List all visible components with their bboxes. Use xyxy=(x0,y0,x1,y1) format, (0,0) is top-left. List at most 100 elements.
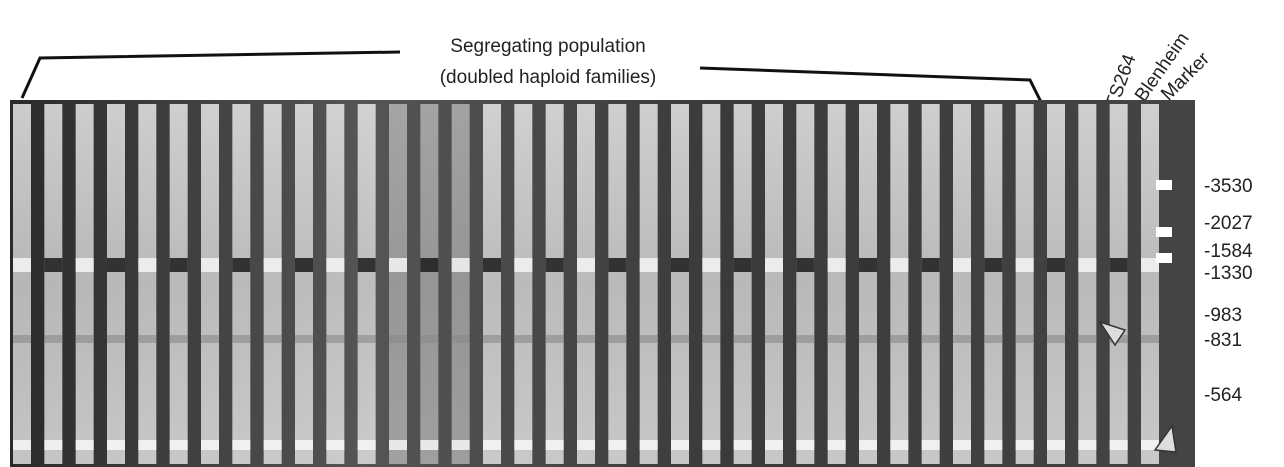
lane xyxy=(577,104,595,464)
band xyxy=(702,335,721,343)
marker-size-label: -1584 xyxy=(1204,241,1253,262)
band xyxy=(1078,335,1097,343)
lane xyxy=(13,104,31,464)
band xyxy=(608,258,627,272)
band xyxy=(796,440,815,450)
band xyxy=(1015,258,1034,272)
lane xyxy=(1015,104,1034,464)
arrow xyxy=(1153,424,1177,453)
marker-band xyxy=(1156,180,1172,190)
band xyxy=(827,335,846,343)
lane xyxy=(232,104,251,464)
band xyxy=(890,440,909,450)
band xyxy=(1141,335,1159,343)
header-line: Segregating population xyxy=(450,36,645,57)
band xyxy=(921,258,940,272)
band xyxy=(75,440,94,450)
band xyxy=(263,335,282,343)
header-line: (doubled haploid families) xyxy=(440,67,657,88)
lane xyxy=(326,104,345,464)
lane xyxy=(765,104,783,464)
band xyxy=(169,258,188,272)
lane xyxy=(295,104,313,464)
band xyxy=(107,258,125,272)
lane xyxy=(890,104,909,464)
band xyxy=(483,335,501,343)
band xyxy=(921,335,940,343)
lane xyxy=(357,104,376,464)
band xyxy=(639,335,658,343)
band xyxy=(295,258,313,272)
band xyxy=(44,440,63,450)
lane xyxy=(671,104,689,464)
lane xyxy=(201,104,219,464)
band xyxy=(608,335,627,343)
band xyxy=(389,440,407,450)
band xyxy=(1109,440,1128,450)
lane xyxy=(138,104,157,464)
band xyxy=(13,440,31,450)
band xyxy=(577,335,595,343)
band xyxy=(1078,258,1097,272)
band xyxy=(451,335,470,343)
band xyxy=(107,440,125,450)
lane xyxy=(1078,104,1097,464)
band xyxy=(1015,335,1034,343)
band xyxy=(420,258,439,272)
band xyxy=(671,440,689,450)
lane xyxy=(1141,104,1159,464)
band xyxy=(483,258,501,272)
band xyxy=(608,440,627,450)
lane xyxy=(984,104,1003,464)
marker-size-label: -983 xyxy=(1204,305,1242,326)
band xyxy=(859,440,877,450)
lane xyxy=(1047,104,1065,464)
band xyxy=(921,440,940,450)
band xyxy=(138,440,157,450)
band xyxy=(107,335,125,343)
band xyxy=(326,258,345,272)
lane xyxy=(451,104,470,464)
band xyxy=(389,335,407,343)
lane xyxy=(389,104,407,464)
band xyxy=(263,258,282,272)
band xyxy=(859,258,877,272)
lane xyxy=(639,104,658,464)
band xyxy=(859,335,877,343)
band xyxy=(1078,440,1097,450)
band xyxy=(232,440,251,450)
band xyxy=(44,258,63,272)
band xyxy=(1015,440,1034,450)
band xyxy=(295,440,313,450)
band xyxy=(13,258,31,272)
arrow xyxy=(1098,320,1127,347)
band xyxy=(232,258,251,272)
band xyxy=(169,440,188,450)
marker-size-label: -564 xyxy=(1204,385,1242,406)
band xyxy=(514,440,533,450)
band xyxy=(451,258,470,272)
band xyxy=(451,440,470,450)
band xyxy=(702,258,721,272)
marker-band xyxy=(1156,227,1172,237)
lane xyxy=(263,104,282,464)
band xyxy=(671,258,689,272)
band xyxy=(75,335,94,343)
band xyxy=(138,335,157,343)
band xyxy=(796,258,815,272)
band xyxy=(984,335,1003,343)
band xyxy=(483,440,501,450)
marker-size-label: -3530 xyxy=(1204,176,1253,197)
band xyxy=(545,258,564,272)
band xyxy=(420,335,439,343)
lane xyxy=(827,104,846,464)
band xyxy=(984,440,1003,450)
band xyxy=(138,258,157,272)
lane xyxy=(44,104,63,464)
band xyxy=(545,440,564,450)
band xyxy=(1047,440,1065,450)
band xyxy=(827,258,846,272)
band xyxy=(733,258,752,272)
band xyxy=(514,258,533,272)
band xyxy=(1047,258,1065,272)
